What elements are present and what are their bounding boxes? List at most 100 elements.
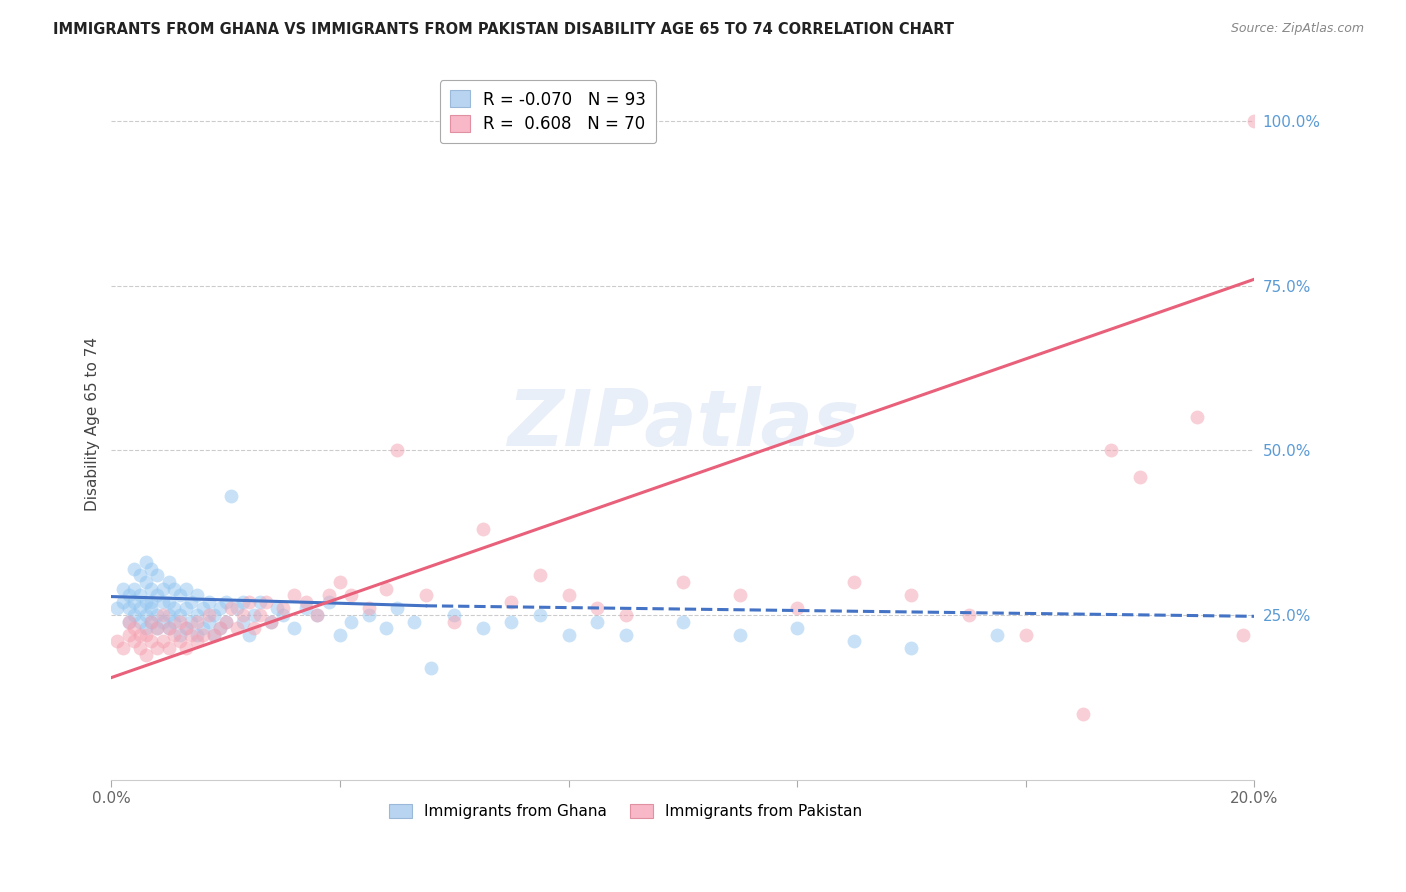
Point xyxy=(186,634,208,648)
Point xyxy=(249,607,271,622)
Point xyxy=(614,628,637,642)
Point xyxy=(174,601,197,615)
Point xyxy=(146,568,169,582)
Y-axis label: Disability Age 65 to 74: Disability Age 65 to 74 xyxy=(86,337,100,511)
Point xyxy=(415,588,437,602)
Point xyxy=(186,607,208,622)
Point xyxy=(152,634,174,648)
Point xyxy=(141,562,163,576)
Point xyxy=(614,607,637,622)
Point xyxy=(186,628,208,642)
Text: IMMIGRANTS FROM GHANA VS IMMIGRANTS FROM PAKISTAN DISABILITY AGE 65 TO 74 CORREL: IMMIGRANTS FROM GHANA VS IMMIGRANTS FROM… xyxy=(53,22,955,37)
Point xyxy=(307,607,329,622)
Point xyxy=(215,615,238,629)
Point xyxy=(420,661,443,675)
Point xyxy=(141,595,163,609)
Point xyxy=(129,640,152,655)
Point xyxy=(501,595,523,609)
Point xyxy=(117,628,139,642)
Point xyxy=(174,582,197,596)
Point xyxy=(557,588,579,602)
Point xyxy=(957,607,980,622)
Point xyxy=(232,607,254,622)
Point xyxy=(672,575,695,590)
Text: ZIPatlas: ZIPatlas xyxy=(506,386,859,462)
Point xyxy=(529,607,551,622)
Point xyxy=(254,595,277,609)
Point xyxy=(208,601,231,615)
Point xyxy=(135,648,157,662)
Point xyxy=(1015,628,1038,642)
Point xyxy=(1187,410,1209,425)
Point xyxy=(728,628,751,642)
Point xyxy=(844,634,866,648)
Point xyxy=(672,615,695,629)
Point xyxy=(180,628,202,642)
Point xyxy=(157,640,180,655)
Point xyxy=(260,615,283,629)
Point xyxy=(169,634,191,648)
Point xyxy=(283,588,305,602)
Point xyxy=(146,588,169,602)
Point xyxy=(1243,114,1265,128)
Point xyxy=(135,555,157,569)
Point xyxy=(243,607,266,622)
Point xyxy=(105,634,128,648)
Point xyxy=(340,615,363,629)
Point xyxy=(117,601,139,615)
Point xyxy=(180,595,202,609)
Point xyxy=(122,634,145,648)
Point xyxy=(169,615,191,629)
Point xyxy=(197,615,219,629)
Point xyxy=(129,568,152,582)
Point xyxy=(141,634,163,648)
Point xyxy=(111,595,134,609)
Point xyxy=(117,615,139,629)
Point xyxy=(294,595,316,609)
Point xyxy=(221,601,243,615)
Point xyxy=(238,595,260,609)
Point xyxy=(122,607,145,622)
Point xyxy=(105,601,128,615)
Point xyxy=(129,601,152,615)
Point xyxy=(208,621,231,635)
Point xyxy=(260,615,283,629)
Point xyxy=(111,640,134,655)
Point xyxy=(197,595,219,609)
Point xyxy=(135,595,157,609)
Point xyxy=(163,601,186,615)
Point xyxy=(157,621,180,635)
Point xyxy=(294,601,316,615)
Point xyxy=(215,595,238,609)
Point xyxy=(226,621,249,635)
Point xyxy=(146,640,169,655)
Point xyxy=(501,615,523,629)
Point xyxy=(329,575,352,590)
Point xyxy=(202,607,225,622)
Point xyxy=(226,601,249,615)
Point xyxy=(157,595,180,609)
Point xyxy=(243,621,266,635)
Point xyxy=(1129,469,1152,483)
Point xyxy=(202,628,225,642)
Point xyxy=(283,621,305,635)
Point xyxy=(135,607,157,622)
Point xyxy=(374,621,396,635)
Point xyxy=(340,588,363,602)
Point xyxy=(152,615,174,629)
Point xyxy=(146,621,169,635)
Point xyxy=(786,621,808,635)
Point xyxy=(443,615,465,629)
Point xyxy=(122,562,145,576)
Point xyxy=(215,615,238,629)
Point xyxy=(586,601,609,615)
Point xyxy=(1232,628,1254,642)
Point xyxy=(191,621,214,635)
Point xyxy=(186,615,208,629)
Point xyxy=(129,588,152,602)
Point xyxy=(141,601,163,615)
Point xyxy=(232,595,254,609)
Point xyxy=(443,607,465,622)
Point xyxy=(786,601,808,615)
Point xyxy=(186,588,208,602)
